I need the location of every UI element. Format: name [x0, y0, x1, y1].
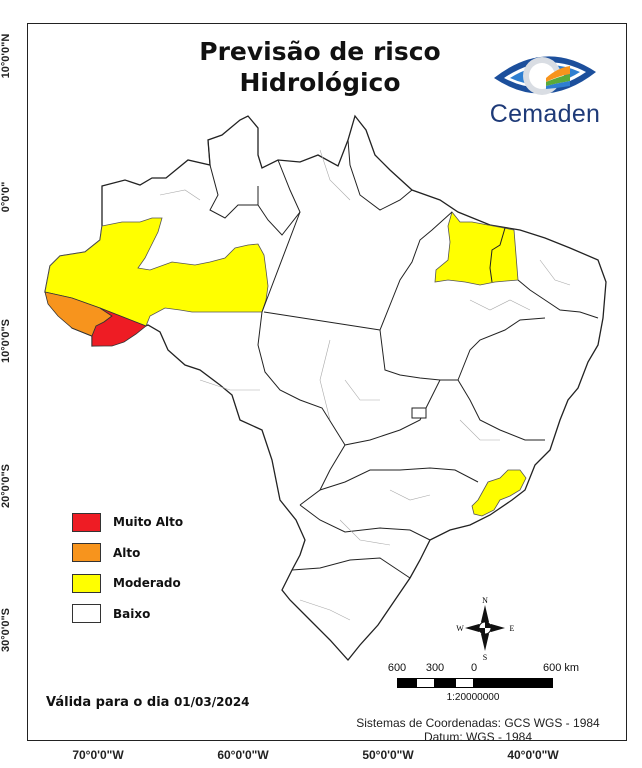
- legend-label: Baixo: [113, 606, 151, 621]
- legend-swatch-muito-alto: [72, 512, 101, 532]
- legend-item-alto: Alto: [72, 538, 183, 569]
- brazil-map[interactable]: [28, 24, 626, 740]
- scale-label-600-km: 600 km: [542, 662, 580, 674]
- compass-n: N: [482, 596, 488, 605]
- mesoregion-borders: [159, 149, 571, 621]
- north-arrow-icon: N S W E: [450, 594, 520, 662]
- legend-swatch-baixo: [72, 604, 101, 624]
- eye-logo-icon: [494, 56, 596, 95]
- lon-label-50w: 50°0'0"W: [362, 748, 414, 762]
- legend-label: Alto: [113, 545, 141, 560]
- scale-bar: 600 300 0 600 km 1:20000000: [385, 662, 585, 712]
- scale-label-0: 0: [470, 662, 478, 674]
- map-title: Previsão de risco Hidrológico: [160, 36, 480, 98]
- title-line-2: Hidrológico: [239, 68, 401, 97]
- cemaden-logo: Cemaden: [482, 48, 608, 134]
- compass-e: E: [510, 624, 515, 633]
- lon-label-60w: 60°0'0"W: [217, 748, 269, 762]
- risk-region-muito-alto-acre[interactable]: [91, 307, 147, 347]
- scale-label-300: 300: [425, 662, 445, 674]
- compass-s: S: [483, 653, 487, 662]
- lon-label-40w: 40°0'0"W: [507, 748, 559, 762]
- legend-swatch-moderado: [72, 573, 101, 593]
- legend-label: Moderado: [113, 576, 181, 591]
- lat-label-0: 0°0'0": [0, 181, 12, 213]
- lat-label-10s: 10°0'0"S: [0, 318, 12, 364]
- scale-label-600-left: 600: [387, 662, 407, 674]
- title-line-1: Previsão de risco: [199, 37, 441, 66]
- lat-label-10n: 10°0'0"N: [0, 33, 12, 79]
- coordinate-system-line-1: Sistemas de Coordenadas: GCS WGS - 1984: [356, 716, 600, 730]
- legend-swatch-alto: [72, 543, 101, 563]
- scale-ratio: 1:20000000: [446, 692, 500, 703]
- validity-date: 01/03/2024: [173, 695, 250, 709]
- risk-region-moderado-sudeste[interactable]: [471, 469, 527, 517]
- legend-label: Muito Alto: [113, 515, 184, 530]
- lat-label-20s: 20°0'0"S: [0, 463, 12, 509]
- logo-text: Cemaden: [489, 100, 601, 128]
- legend: Muito Alto Alto Moderado Baixo: [72, 507, 183, 629]
- distrito-federal: [411, 407, 427, 419]
- coordinate-system: Sistemas de Coordenadas: GCS WGS - 1984 …: [342, 716, 614, 744]
- lon-label-70w: 70°0'0"W: [72, 748, 124, 762]
- validity-text: Válida para o dia 01/03/2024: [46, 695, 250, 710]
- lat-label-30s: 30°0'0"S: [0, 607, 12, 653]
- state-borders: [207, 139, 599, 579]
- legend-item-baixo: Baixo: [72, 599, 183, 630]
- compass-w: W: [456, 624, 464, 633]
- risk-region-moderado-nordeste[interactable]: [434, 211, 519, 286]
- legend-item-muito-alto: Muito Alto: [72, 507, 183, 538]
- coordinate-system-line-2: Datum: WGS - 1984: [423, 730, 533, 744]
- legend-item-moderado: Moderado: [72, 568, 183, 599]
- map-frame: [27, 23, 627, 741]
- validity-prefix: Válida para o dia: [46, 695, 170, 710]
